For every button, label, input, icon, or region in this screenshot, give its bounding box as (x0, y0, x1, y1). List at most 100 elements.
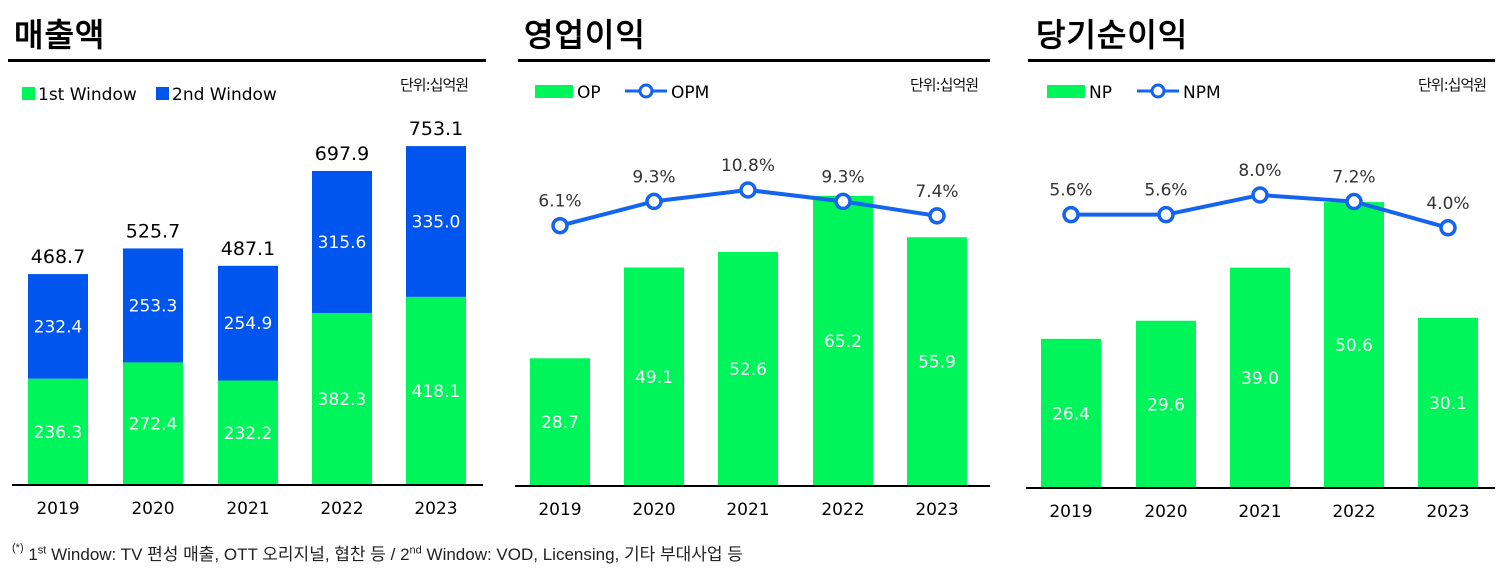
bar-1st-window-2020 (123, 362, 183, 485)
legend-swatch-2nd-window (156, 87, 169, 100)
x-tick-2022: 2022 (320, 499, 363, 519)
label-2nd-window-2022: 315.6 (318, 233, 367, 253)
marker-npm-2022 (1345, 192, 1363, 211)
label-total-2020: 525.7 (126, 220, 180, 242)
label-np-2021: 39.0 (1241, 369, 1279, 389)
np-unit-label: 단위:십억원 (1418, 76, 1487, 94)
marker-opm-2021 (739, 181, 757, 199)
label-opm-2019: 6.1% (538, 192, 581, 212)
op-unit-label: 단위:십억원 (910, 76, 979, 94)
marker-opm-2022 (834, 192, 852, 211)
legend-label-npm: NPM (1183, 83, 1221, 103)
op-chart: OP OPM 28.7 2019 49.1 2020 52.6 2021 65.2 2022 55.… (515, 83, 990, 520)
x-tick-2020: 2020 (1144, 502, 1187, 522)
bar-2nd-window-2021 (218, 265, 278, 381)
label-op-2020: 49.1 (635, 368, 673, 388)
x-tick-2020: 2020 (632, 500, 675, 520)
revenue-unit-label: 단위:십억원 (400, 76, 469, 94)
label-npm-2021: 8.0% (1238, 161, 1281, 181)
label-npm-2019: 5.6% (1049, 181, 1092, 201)
label-1st-window-2022: 382.3 (318, 390, 367, 410)
bar-op-2022 (813, 195, 873, 487)
marker-npm-2023 (1439, 219, 1457, 237)
bar-np-2020 (1136, 320, 1196, 488)
bar-2nd-window-2022 (312, 170, 372, 313)
label-1st-window-2021: 232.2 (224, 424, 273, 444)
bar-2nd-window-2019 (28, 274, 88, 379)
bar-1st-window-2022 (312, 312, 372, 485)
footnote-sup-1: st (37, 544, 47, 557)
label-2nd-window-2019: 232.4 (34, 317, 83, 337)
label-op-2022: 65.2 (824, 332, 862, 352)
revenue-title-rule (8, 59, 486, 62)
legend-marker-npm (1150, 83, 1166, 99)
label-total-2021: 487.1 (221, 238, 275, 260)
bar-op-2023 (907, 237, 967, 486)
label-npm-2023: 4.0% (1426, 194, 1469, 214)
label-npm-2022: 7.2% (1332, 168, 1375, 188)
bar-np-2022 (1324, 202, 1384, 489)
marker-npm-2021 (1251, 186, 1269, 204)
x-tick-2022: 2022 (821, 500, 864, 520)
bar-np-2021 (1230, 267, 1290, 488)
x-tick-2023: 2023 (1426, 502, 1469, 522)
label-1st-window-2023: 418.1 (412, 382, 461, 402)
op-title-rule (518, 59, 990, 62)
label-np-2019: 26.4 (1052, 404, 1090, 424)
legend-marker-opm (638, 83, 654, 99)
label-total-2019: 468.7 (31, 246, 85, 268)
legend-swatch-np (1047, 85, 1085, 98)
x-tick-2019: 2019 (1049, 502, 1092, 522)
label-opm-2022: 9.3% (821, 167, 864, 187)
label-op-2021: 52.6 (729, 360, 767, 380)
np-title: 당기순이익 (1036, 16, 1189, 54)
legend-label-opm: OPM (671, 83, 709, 103)
legend-label-op: OP (577, 83, 601, 103)
label-npm-2020: 5.6% (1144, 181, 1187, 201)
legend-label-np: NP (1089, 83, 1112, 103)
label-1st-window-2020: 272.4 (129, 415, 178, 435)
op-title: 영업이익 (524, 16, 646, 54)
label-opm-2023: 7.4% (915, 182, 958, 202)
x-tick-2023: 2023 (915, 500, 958, 520)
bar-np-2023 (1418, 317, 1478, 488)
x-tick-2021: 2021 (226, 499, 269, 519)
label-opm-2021: 10.8% (721, 156, 775, 176)
label-op-2023: 55.9 (918, 353, 956, 373)
bar-op-2020 (624, 267, 684, 486)
x-tick-2019: 2019 (36, 499, 79, 519)
bar-2nd-window-2023 (406, 146, 466, 297)
x-tick-2021: 2021 (1238, 502, 1281, 522)
marker-npm-2020 (1157, 205, 1175, 224)
bar-1st-window-2023 (406, 296, 466, 485)
footnote-sup-2: nd (409, 544, 422, 557)
revenue-chart: 1st Window 2nd Window 236.3 232.4 468.7 2019 2… (12, 85, 483, 519)
np-title-rule (1028, 59, 1495, 62)
bar-1st-window-2021 (218, 380, 278, 485)
x-tick-2023: 2023 (414, 499, 457, 519)
footnote-mark: (*) (12, 542, 24, 554)
label-total-2022: 697.9 (315, 143, 369, 165)
bar-op-2021 (718, 251, 778, 486)
x-tick-2022: 2022 (1332, 502, 1375, 522)
bar-op-2019 (530, 358, 590, 486)
marker-opm-2023 (928, 207, 946, 225)
x-tick-2021: 2021 (726, 500, 769, 520)
footnote-text-1: 1 (23, 545, 38, 564)
label-2nd-window-2021: 254.9 (224, 314, 273, 334)
legend-label-2nd-window: 2nd Window (172, 85, 277, 105)
footnote: (*) 1st Window: TV 편성 매출, OTT 오리지널, 협찬 등… (12, 540, 743, 565)
legend-label-1st-window: 1st Window (38, 85, 137, 105)
x-tick-2020: 2020 (131, 499, 174, 519)
marker-opm-2020 (645, 192, 663, 211)
label-op-2019: 28.7 (541, 413, 579, 433)
footnote-text-3: Window: VOD, Licensing, 기타 부대사업 등 (421, 545, 743, 564)
label-np-2022: 50.6 (1335, 336, 1373, 356)
footnote-text-2: Window: TV 편성 매출, OTT 오리지널, 협찬 등 / 2 (46, 545, 410, 564)
label-1st-window-2019: 236.3 (34, 423, 83, 443)
x-tick-2019: 2019 (538, 500, 581, 520)
np-chart: NP NPM 26.4 2019 29.6 2020 39.0 2021 50.6 2022 30.… (1026, 83, 1495, 522)
bar-1st-window-2019 (28, 378, 88, 485)
label-2nd-window-2023: 335.0 (412, 212, 461, 232)
label-opm-2020: 9.3% (632, 167, 675, 187)
